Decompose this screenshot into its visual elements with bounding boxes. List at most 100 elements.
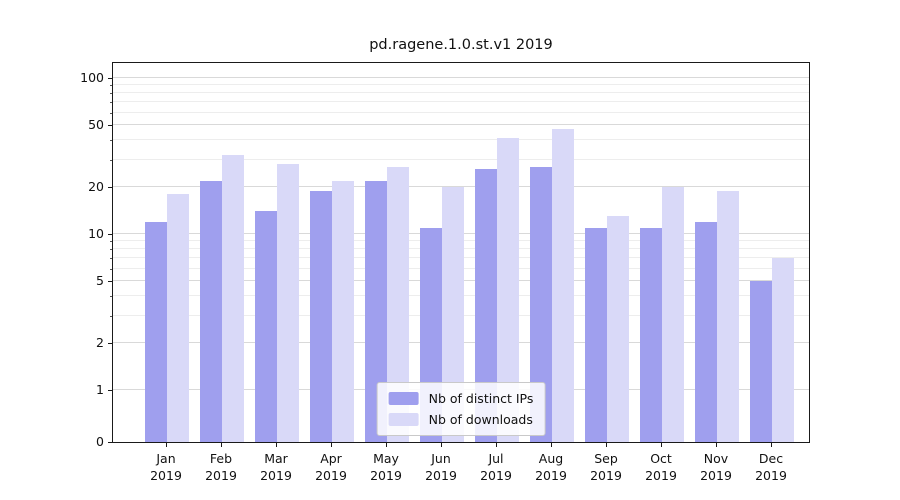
bar-downloads bbox=[662, 187, 684, 442]
x-tick-year: 2019 bbox=[480, 468, 512, 483]
gridline bbox=[113, 84, 809, 86]
gridline bbox=[113, 111, 809, 113]
legend-item-downloads: Nb of downloads bbox=[388, 412, 534, 427]
y-minor-tick-mark bbox=[110, 159, 112, 161]
x-tick-mark bbox=[331, 443, 332, 447]
y-minor-tick-mark bbox=[110, 258, 112, 260]
bar-downloads bbox=[717, 190, 739, 442]
x-tick-mark bbox=[771, 443, 772, 447]
x-tick-month: Jun bbox=[431, 451, 451, 466]
plot-area: Nb of distinct IPs Nb of downloads bbox=[112, 62, 810, 443]
x-tick-month: Jan bbox=[156, 451, 176, 466]
x-tick-year: 2019 bbox=[315, 468, 347, 483]
bar-distinct-ips bbox=[750, 281, 772, 442]
y-tick-label: 50 bbox=[88, 116, 104, 132]
x-tick-year: 2019 bbox=[755, 468, 787, 483]
y-tick-label: 20 bbox=[88, 179, 104, 195]
y-tick-label: 5 bbox=[96, 272, 104, 288]
bar-downloads bbox=[772, 258, 794, 442]
x-tick-mark bbox=[716, 443, 717, 447]
x-tick-mark bbox=[276, 443, 277, 447]
y-tick-label: 10 bbox=[88, 226, 104, 241]
bar-downloads bbox=[277, 164, 299, 442]
y-minor-tick-mark bbox=[110, 93, 112, 95]
x-tick-month: Oct bbox=[650, 451, 672, 466]
y-tick-mark bbox=[108, 187, 112, 189]
y-minor-tick-mark bbox=[110, 315, 112, 317]
x-tick-label: Sep 2019 bbox=[590, 450, 622, 484]
bar-downloads bbox=[552, 129, 574, 442]
x-tick-year: 2019 bbox=[645, 468, 677, 483]
bar-distinct-ips bbox=[310, 190, 332, 442]
legend-item-distinct-ips: Nb of distinct IPs bbox=[388, 391, 534, 406]
x-tick-mark bbox=[221, 443, 222, 447]
x-tick-label: Jun 2019 bbox=[425, 450, 457, 484]
x-tick-month: Apr bbox=[320, 451, 342, 466]
bar-downloads bbox=[167, 194, 189, 442]
bar-distinct-ips bbox=[475, 169, 497, 442]
x-tick-mark bbox=[166, 443, 167, 447]
bar-downloads bbox=[607, 216, 629, 442]
bar-downloads bbox=[497, 138, 519, 442]
gridline bbox=[113, 139, 809, 141]
y-tick-label: 2 bbox=[96, 335, 104, 351]
x-tick-label: Nov 2019 bbox=[700, 450, 732, 484]
gridline bbox=[113, 101, 809, 103]
bar-distinct-ips bbox=[255, 211, 277, 442]
x-tick-month: Mar bbox=[264, 451, 288, 466]
x-tick-label: Dec 2019 bbox=[755, 450, 787, 484]
y-minor-tick-mark bbox=[110, 268, 112, 270]
x-tick-month: Aug bbox=[538, 451, 564, 466]
y-minor-tick-mark bbox=[110, 102, 112, 104]
gridline bbox=[113, 124, 809, 125]
gridline bbox=[113, 77, 809, 78]
gridline bbox=[113, 92, 809, 94]
legend-label-downloads: Nb of downloads bbox=[428, 412, 533, 427]
x-tick-mark bbox=[606, 443, 607, 447]
x-tick-year: 2019 bbox=[150, 468, 182, 483]
x-tick-label: Mar 2019 bbox=[260, 450, 292, 484]
x-tick-year: 2019 bbox=[700, 468, 732, 483]
x-tick-label: Feb 2019 bbox=[205, 450, 237, 484]
y-tick-label: 1 bbox=[96, 382, 104, 397]
legend-label-distinct-ips: Nb of distinct IPs bbox=[428, 391, 534, 406]
x-tick-label: May 2019 bbox=[370, 450, 402, 484]
y-minor-tick-mark bbox=[110, 296, 112, 298]
bar-distinct-ips bbox=[640, 227, 662, 442]
gridline bbox=[113, 158, 809, 160]
y-minor-tick-mark bbox=[110, 241, 112, 243]
bar-distinct-ips bbox=[145, 221, 167, 442]
y-axis: 0 1 2 5 10 20 50 100 bbox=[0, 0, 104, 500]
y-tick-mark bbox=[108, 78, 112, 79]
bar-downloads bbox=[442, 187, 464, 442]
x-tick-year: 2019 bbox=[370, 468, 402, 483]
gridline bbox=[113, 186, 809, 187]
y-tick-label: 0 bbox=[96, 434, 104, 449]
y-minor-tick-mark bbox=[110, 85, 112, 87]
y-tick-mark bbox=[108, 442, 112, 443]
x-tick-month: Sep bbox=[594, 451, 618, 466]
x-tick-year: 2019 bbox=[205, 468, 237, 483]
x-tick-month: Nov bbox=[703, 451, 729, 466]
x-tick-mark bbox=[496, 443, 497, 447]
x-tick-mark bbox=[441, 443, 442, 447]
x-tick-month: May bbox=[373, 451, 399, 466]
x-tick-label: Jul 2019 bbox=[480, 450, 512, 484]
bar-distinct-ips bbox=[365, 180, 387, 442]
x-tick-label: Jan 2019 bbox=[150, 450, 182, 484]
bar-distinct-ips bbox=[530, 166, 552, 442]
bar-downloads bbox=[332, 180, 354, 442]
bar-distinct-ips bbox=[585, 227, 607, 442]
y-minor-tick-mark bbox=[110, 140, 112, 142]
bar-distinct-ips bbox=[695, 221, 717, 442]
x-tick-year: 2019 bbox=[425, 468, 457, 483]
bar-downloads bbox=[222, 155, 244, 442]
bar-distinct-ips bbox=[200, 180, 222, 442]
y-tick-mark bbox=[108, 234, 112, 235]
x-tick-label: Apr 2019 bbox=[315, 450, 347, 484]
y-minor-tick-mark bbox=[110, 249, 112, 251]
x-tick-month: Jul bbox=[488, 451, 504, 466]
chart-title: pd.ragene.1.0.st.v1 2019 bbox=[369, 37, 553, 53]
y-tick-mark bbox=[108, 343, 112, 345]
x-tick-year: 2019 bbox=[260, 468, 292, 483]
